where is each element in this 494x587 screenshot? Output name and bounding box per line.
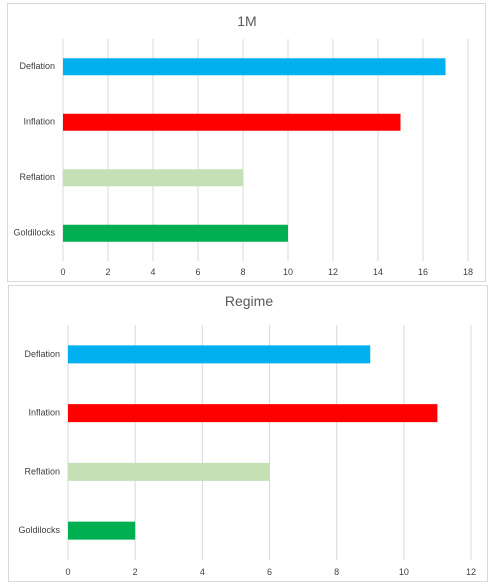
x-tick-label: 14	[373, 267, 383, 277]
category-label: Reflation	[24, 466, 60, 476]
x-tick-label: 2	[105, 267, 110, 277]
category-label: Deflation	[19, 61, 55, 71]
x-tick-label: 12	[466, 567, 476, 577]
x-tick-label: 16	[418, 267, 428, 277]
chart-regime: Regime 0 2 4 6 8 10 12 Deflation Inflation Reflat…	[8, 285, 488, 582]
bar-inflation	[63, 113, 401, 131]
category-label: Deflation	[24, 349, 60, 359]
x-tick-label: 2	[133, 567, 138, 577]
x-tick-label: 4	[150, 267, 155, 277]
category-label: Goldilocks	[13, 228, 55, 238]
bar-deflation	[63, 58, 446, 76]
x-tick-label: 12	[328, 267, 338, 277]
category-label: Inflation	[23, 117, 55, 127]
bar-goldilocks	[63, 224, 288, 242]
chart-1m-svg: 1M 0 2 4 6 8 10 12 14 16 18 Deflation Inflation Refl…	[13, 13, 473, 277]
bar-reflation	[68, 462, 270, 481]
x-tick-label: 6	[195, 267, 200, 277]
x-tick-label: 4	[200, 567, 205, 577]
bar-inflation	[68, 404, 438, 423]
chart-1m: 1M 0 2 4 6 8 10 12 14 16 18 Deflation Inflation Refl…	[7, 3, 486, 282]
bar-reflation	[63, 169, 243, 187]
x-tick-label: 10	[283, 267, 293, 277]
chart-regime-svg: Regime 0 2 4 6 8 10 12 Deflation Inflation Reflat…	[18, 293, 476, 577]
category-label: Goldilocks	[18, 525, 60, 535]
chart-title: Regime	[225, 293, 273, 309]
chart-title: 1M	[237, 13, 256, 29]
x-tick-label: 18	[463, 267, 473, 277]
x-tick-label: 8	[240, 267, 245, 277]
x-tick-label: 6	[267, 567, 272, 577]
x-tick-label: 0	[65, 567, 70, 577]
category-label: Inflation	[28, 408, 60, 418]
x-tick-label: 8	[334, 567, 339, 577]
category-label: Reflation	[19, 172, 55, 182]
bar-deflation	[68, 345, 371, 364]
bar-goldilocks	[68, 521, 136, 540]
x-tick-label: 10	[399, 567, 409, 577]
x-tick-label: 0	[60, 267, 65, 277]
